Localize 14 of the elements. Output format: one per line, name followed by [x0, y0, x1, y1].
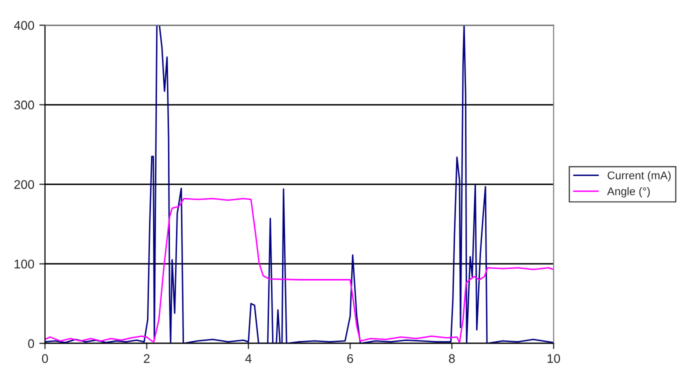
x-tick-label: 6 [347, 354, 354, 363]
x-tick-label: 0 [42, 354, 48, 363]
x-tick-label: 4 [245, 354, 252, 363]
x-tick-label: 10 [548, 354, 560, 363]
y-tick-label: 300 [14, 100, 34, 110]
legend-label: Angle (°) [607, 187, 650, 198]
y-tick-label: 200 [14, 180, 34, 189]
x-tick-label: 8 [448, 354, 455, 363]
y-tick-label: 100 [14, 260, 34, 268]
legend-label: Current (mA) [608, 171, 671, 182]
y-tick-label: 0 [28, 339, 34, 348]
x-tick-label: 2 [144, 354, 150, 363]
y-tick-label: 400 [14, 21, 34, 30]
line-series [44, 25, 554, 344]
